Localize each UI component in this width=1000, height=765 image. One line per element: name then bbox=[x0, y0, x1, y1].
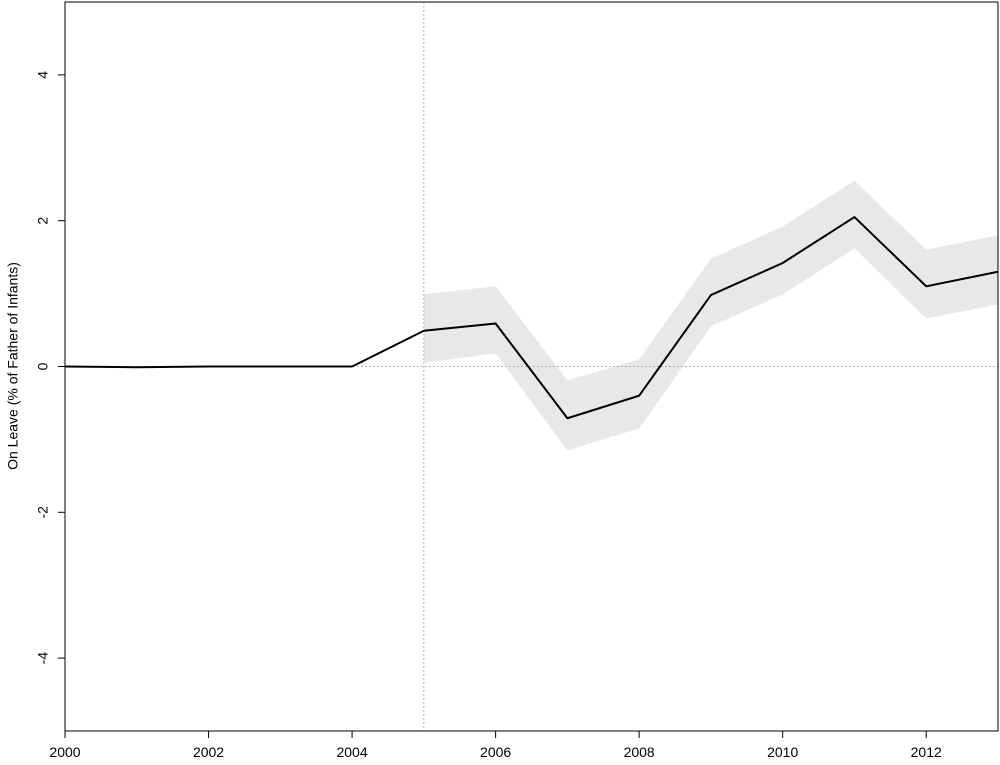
line bbox=[64, 216, 999, 420]
x-tick-label: 2012 bbox=[911, 744, 942, 760]
y-tick-label: 4 bbox=[35, 71, 51, 79]
y-tick-label: -2 bbox=[35, 506, 51, 519]
y-tick-label: 0 bbox=[35, 362, 51, 370]
y-tick-label: 2 bbox=[35, 217, 51, 225]
x-tick-label: 2010 bbox=[767, 744, 798, 760]
y-axis-label: On Leave (% of Father of Infants) bbox=[5, 262, 21, 470]
x-tick-label: 2008 bbox=[624, 744, 655, 760]
y-tick-label: -4 bbox=[35, 652, 51, 665]
x-tick-label: 2000 bbox=[49, 744, 80, 760]
x-tick-label: 2002 bbox=[193, 744, 224, 760]
x-tick-label: 2004 bbox=[336, 744, 367, 760]
x-tick-label: 2006 bbox=[480, 744, 511, 760]
confidence-band bbox=[423, 180, 998, 451]
